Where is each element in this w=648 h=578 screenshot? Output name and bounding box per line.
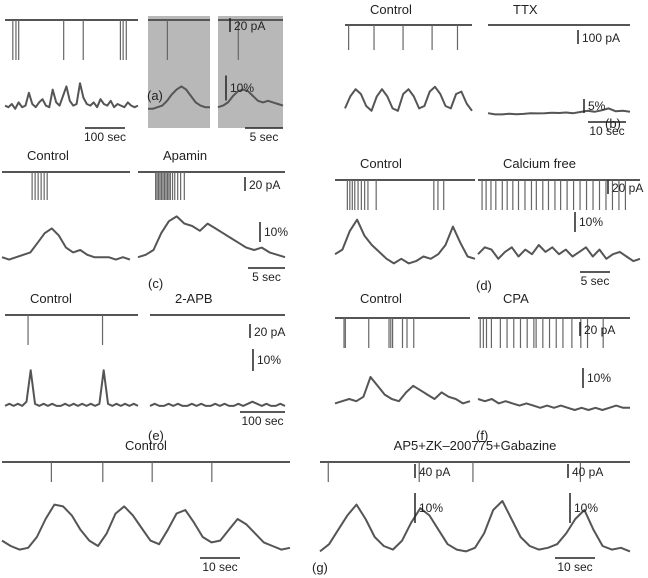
current-scale-label: 40 pA	[419, 465, 450, 479]
inset-background	[148, 16, 210, 128]
panel-d	[334, 179, 641, 273]
calcium-trace	[334, 218, 476, 265]
calcium-scale-label: 10%	[264, 225, 288, 239]
calcium-scale-label: 5%	[588, 99, 606, 113]
calcium-trace	[477, 398, 630, 411]
calcium-scale-label: 10%	[574, 501, 598, 515]
calcium-trace	[149, 400, 286, 407]
calcium-trace	[148, 85, 210, 110]
condition-title: AP5+ZK–200775+Gabazine	[394, 438, 557, 453]
panel-label: (f)	[476, 428, 488, 443]
calcium-trace	[487, 107, 631, 116]
condition-title: CPA	[503, 291, 529, 306]
panel-g	[1, 461, 631, 559]
condition-title: Control	[27, 148, 69, 163]
condition-title: Apamin	[163, 148, 207, 163]
condition-title: Control	[360, 291, 402, 306]
condition-title: Control	[30, 291, 72, 306]
calcium-scale-label: 10%	[579, 215, 603, 229]
time-scale-label: 5 sec	[250, 130, 279, 144]
current-scale-label: 20 pA	[612, 181, 643, 195]
condition-title: Control	[360, 156, 402, 171]
panel-label: (a)	[147, 88, 163, 103]
current-scale-label: 20 pA	[254, 325, 285, 339]
calcium-scale-label: 10%	[587, 371, 611, 385]
current-scale-label: 20 pA	[234, 19, 265, 33]
panel-e	[4, 314, 286, 413]
condition-title: TTX	[513, 2, 538, 17]
calcium-trace	[477, 244, 641, 263]
panel-label: (c)	[148, 276, 163, 291]
current-scale-label: 100 pA	[582, 31, 620, 45]
condition-title: Control	[125, 438, 167, 453]
calcium-scale-label: 10%	[257, 353, 281, 367]
time-scale-label: 10 sec	[202, 560, 237, 574]
calcium-scale-label: 10%	[419, 501, 443, 515]
panel-label: (b)	[605, 116, 621, 131]
panel-label: (g)	[312, 560, 328, 575]
inset-background	[218, 16, 283, 128]
calcium-trace	[1, 503, 291, 551]
time-scale-label: 10 sec	[589, 124, 624, 138]
current-scale-label: 40 pA	[572, 465, 603, 479]
time-scale-label: 100 sec	[241, 414, 283, 428]
panel-b	[344, 24, 631, 123]
time-scale-label: 5 sec	[252, 270, 281, 284]
calcium-trace	[4, 369, 139, 407]
current-scale-label: 20 pA	[584, 323, 615, 337]
calcium-trace	[137, 215, 286, 259]
panel-label: (d)	[476, 278, 492, 293]
time-scale-label: 10 sec	[557, 560, 592, 574]
panel-c	[1, 171, 286, 269]
current-scale-label: 20 pA	[249, 178, 280, 192]
calcium-trace	[1, 227, 131, 261]
time-scale-label: 5 sec	[581, 274, 610, 288]
panel-f	[334, 317, 630, 411]
calcium-scale-label: 10%	[230, 81, 254, 95]
condition-title: Control	[370, 2, 412, 17]
calcium-trace	[319, 500, 631, 553]
calcium-trace	[217, 88, 284, 109]
time-scale-label: 100 sec	[84, 130, 126, 144]
condition-title: Calcium free	[503, 156, 576, 171]
calcium-trace	[4, 82, 139, 110]
panel-a	[4, 16, 284, 129]
condition-title: 2-APB	[175, 291, 213, 306]
panel-label: (e)	[148, 428, 164, 443]
calcium-trace	[334, 376, 471, 405]
calcium-trace	[344, 85, 473, 112]
